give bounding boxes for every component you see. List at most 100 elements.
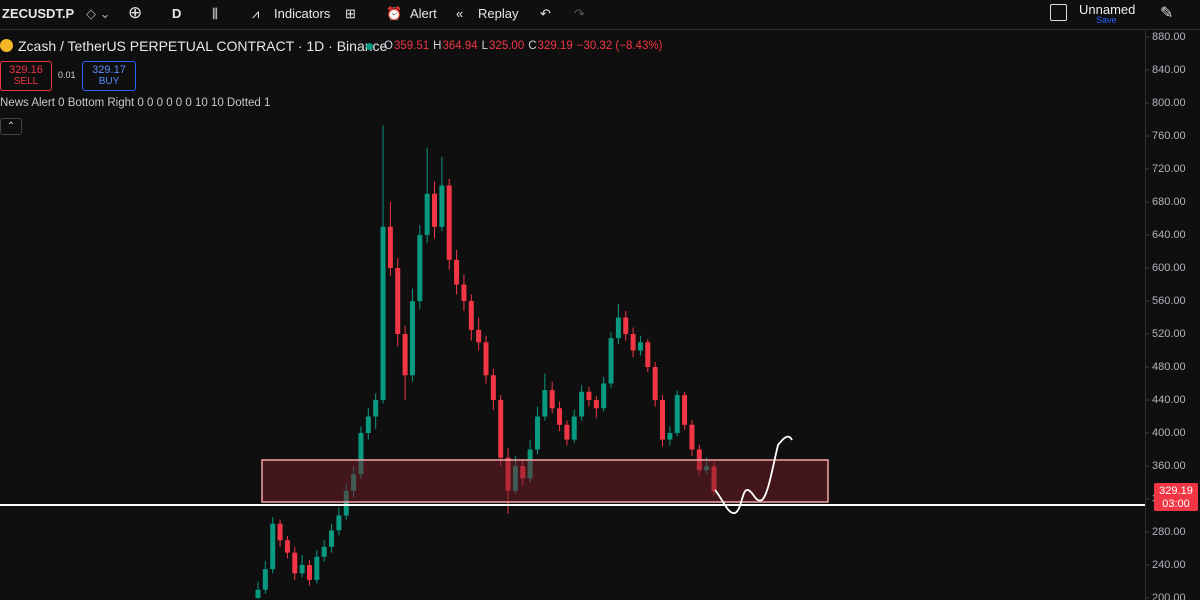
chart-type[interactable]: ⫼ xyxy=(212,6,218,21)
candle-body xyxy=(262,569,268,590)
candle-body xyxy=(601,383,607,409)
layout-icon[interactable] xyxy=(1050,4,1067,21)
candle-body xyxy=(667,433,673,440)
candle-body xyxy=(674,395,680,434)
candle-body xyxy=(461,284,467,302)
candle-body xyxy=(417,235,423,302)
replay-button[interactable]: Replay xyxy=(478,6,519,21)
ohlc-value: 359.51 xyxy=(393,40,430,52)
price-tag xyxy=(1154,483,1198,511)
candle-body xyxy=(424,193,430,236)
candle-body xyxy=(549,390,555,409)
y-tick-label: 520.00 xyxy=(1152,328,1186,340)
y-tick-label: 200.00 xyxy=(1152,592,1186,600)
ohlc-label: O xyxy=(384,40,393,52)
trade-icon[interactable]: ✎ xyxy=(1160,5,1174,22)
candle-body xyxy=(689,424,695,450)
y-tick-label: 680.00 xyxy=(1152,196,1186,208)
y-tick-label: 480.00 xyxy=(1152,361,1186,373)
undo[interactable]: ↶ xyxy=(540,6,551,21)
candle-body xyxy=(329,530,335,547)
y-tick-label: 760.00 xyxy=(1152,130,1186,142)
candle-body xyxy=(314,556,320,580)
replay-icon[interactable]: « xyxy=(456,6,464,21)
y-tick-label: 720.00 xyxy=(1152,163,1186,175)
candle-body xyxy=(637,342,643,351)
candle-body xyxy=(358,433,364,475)
indicators-button[interactable]: Indicators xyxy=(274,6,331,21)
candle-body xyxy=(534,416,540,450)
candle-body xyxy=(623,317,629,335)
candle-body xyxy=(608,338,614,384)
candle-body xyxy=(402,334,408,376)
candle-body xyxy=(557,408,563,425)
candle-body xyxy=(630,334,636,351)
candle-body xyxy=(446,185,452,260)
candle-body xyxy=(395,268,401,335)
y-tick-label: 280.00 xyxy=(1152,526,1186,538)
symbol[interactable]: ZECUSDT.P xyxy=(2,6,75,21)
projection-drawing xyxy=(714,435,793,514)
y-tick-label: 240.00 xyxy=(1152,559,1186,571)
candle-body xyxy=(299,565,305,574)
ohlc-label: C xyxy=(528,40,537,52)
layout-name[interactable]: Unnamed xyxy=(1079,2,1136,17)
ohlc-value: 329.19 xyxy=(537,40,573,52)
sell-label: SELL xyxy=(13,76,39,87)
candle-body xyxy=(490,375,496,401)
y-tick-label: 640.00 xyxy=(1152,229,1186,241)
candle-body xyxy=(476,329,482,343)
redo[interactable]: ↷ xyxy=(574,6,585,21)
candle-body xyxy=(432,193,438,227)
candle-body xyxy=(571,416,577,440)
candle-body xyxy=(593,400,599,409)
sell-price: 329.16 xyxy=(9,64,43,76)
y-tick-label: 560.00 xyxy=(1152,295,1186,307)
sell-button[interactable]: 329.16 SELL xyxy=(0,61,52,91)
alert-button[interactable]: Alert xyxy=(410,6,437,21)
collapse-legend[interactable]: ⌃ xyxy=(0,118,22,135)
candle-body xyxy=(579,391,585,417)
buy-button[interactable]: 329.17 BUY xyxy=(82,61,136,91)
candle-body xyxy=(365,416,371,434)
candle-body xyxy=(439,185,445,227)
indicators-icon[interactable]: ⩘ xyxy=(252,6,260,21)
candle-body xyxy=(336,515,342,531)
y-tick-label: 440.00 xyxy=(1152,394,1186,406)
add-symbol[interactable]: ⊕ xyxy=(128,3,143,22)
candle-body xyxy=(454,259,460,285)
candle-body xyxy=(306,565,312,580)
change: −30.32 (−8.43%) xyxy=(576,40,663,52)
candle-body xyxy=(321,546,327,557)
legend-title: Zcash / TetherUS PERPETUAL CONTRACT · 1D… xyxy=(18,38,388,54)
candle-body xyxy=(542,390,548,417)
indicator-legend: News Alert 0 Bottom Right 0 0 0 0 0 0 10… xyxy=(0,97,271,109)
y-tick-label: 360.00 xyxy=(1152,460,1186,472)
candle-body xyxy=(343,490,349,516)
candle-body xyxy=(284,540,290,553)
save-button[interactable]: Save xyxy=(1096,15,1117,25)
ohlc-legend: O359.51 H364.94 L325.00 C329.19 −30.32 (−8.4… xyxy=(384,40,663,52)
interval[interactable]: D xyxy=(172,6,182,21)
candle-body xyxy=(380,226,386,401)
y-tick-label: 840.00 xyxy=(1152,64,1186,76)
price-tag-price: 329.19 xyxy=(1159,485,1193,497)
candle-body xyxy=(373,400,379,417)
buy-label: BUY xyxy=(98,76,120,87)
candle-body xyxy=(660,400,666,440)
alert-icon[interactable]: ⏰ xyxy=(386,6,403,21)
candle-body xyxy=(652,367,658,401)
candle-body xyxy=(586,391,592,401)
ohlc-value: 364.94 xyxy=(442,40,478,52)
market-status xyxy=(366,43,373,50)
symbol-menu[interactable]: ◇ ⌄ xyxy=(86,6,111,21)
spread: 0.01 xyxy=(58,70,76,80)
y-tick-label: 800.00 xyxy=(1152,97,1186,109)
symbol-logo xyxy=(0,39,13,52)
candle-body xyxy=(292,552,298,574)
candle-body xyxy=(483,342,489,376)
candle-body xyxy=(564,424,570,440)
templates[interactable]: ⊞ xyxy=(345,6,356,21)
candle-body xyxy=(277,523,283,541)
